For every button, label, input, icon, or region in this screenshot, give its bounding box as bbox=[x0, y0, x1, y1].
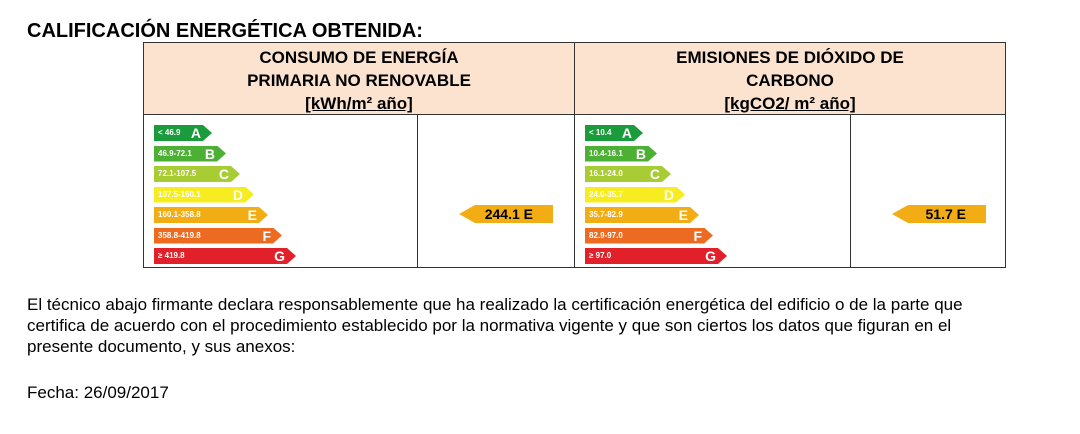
emissions-rating-pointer: 51.7 E bbox=[892, 205, 986, 223]
emissions-heading-line2: CARBONO bbox=[746, 71, 834, 90]
rating-bar-a: < 10.4 A bbox=[585, 125, 643, 141]
rating-letter: G bbox=[705, 248, 716, 264]
energy-rating-table: CONSUMO DE ENERGÍA PRIMARIA NO RENOVABLE… bbox=[143, 42, 1006, 268]
certificate-date: Fecha: 26/09/2017 bbox=[27, 383, 169, 402]
rating-letter: D bbox=[663, 186, 674, 203]
rating-letter: D bbox=[232, 186, 243, 203]
rating-bar-d: 24.0-35.7 D bbox=[585, 187, 685, 203]
rating-letter: A bbox=[190, 125, 201, 141]
emissions-unit: [kgCO2/ m² año] bbox=[724, 94, 856, 113]
energy-unit: [kWh/m² año] bbox=[305, 94, 413, 113]
declaration-line1: El técnico abajo firmante declara respon… bbox=[27, 295, 963, 314]
rating-bar-a: < 46.9 A bbox=[154, 125, 212, 141]
rating-bar-b: 10.4-16.1 B bbox=[585, 146, 657, 162]
rating-bar-g: ≥ 419.8 G bbox=[154, 248, 296, 264]
declaration-line2: certifica de acuerdo con el procedimient… bbox=[27, 316, 952, 335]
energy-value-cell: 244.1 E bbox=[417, 114, 575, 267]
rating-bar-g: ≥ 97.0 G bbox=[585, 248, 727, 264]
co2-emissions-header: EMISIONES DE DIÓXIDO DE CARBONO [kgCO2/ … bbox=[575, 43, 1005, 115]
rating-range: 46.9-72.1 bbox=[158, 148, 192, 158]
rating-letter: B bbox=[204, 145, 215, 162]
emissions-heading-line1: EMISIONES DE DIÓXIDO DE bbox=[676, 48, 904, 67]
rating-letter: C bbox=[218, 166, 229, 182]
rating-range: 160.1-358.8 bbox=[158, 210, 201, 219]
declaration-text: El técnico abajo firmante declara respon… bbox=[27, 294, 963, 357]
energy-rating-pointer: 244.1 E bbox=[459, 205, 553, 223]
rating-bar-c: 72.1-107.5 C bbox=[154, 166, 240, 182]
rating-range: 16.1-24.0 bbox=[589, 169, 623, 178]
rating-letter: A bbox=[621, 125, 632, 141]
rating-range: 358.8-419.8 bbox=[158, 230, 201, 240]
energy-consumption-header: CONSUMO DE ENERGÍA PRIMARIA NO RENOVABLE… bbox=[144, 43, 575, 115]
rating-bar-f: 82.9-97.0 F bbox=[585, 228, 713, 244]
rating-range: 24.0-35.7 bbox=[589, 189, 623, 199]
energy-scale-cell: < 46.9 A 46.9-72.1 B 72.1-107.5 C 107.5-160.1 D… bbox=[144, 114, 418, 267]
rating-letter: C bbox=[649, 166, 660, 182]
rating-letter: E bbox=[678, 207, 688, 223]
rating-bar-e: 160.1-358.8 E bbox=[154, 207, 268, 223]
rating-range: ≥ 419.8 bbox=[158, 251, 185, 260]
rating-bar-c: 16.1-24.0 C bbox=[585, 166, 671, 182]
energy-heading-line1: CONSUMO DE ENERGÍA bbox=[259, 48, 459, 67]
rating-range: 10.4-16.1 bbox=[589, 148, 623, 158]
rating-letter: F bbox=[693, 227, 702, 244]
rating-bar-d: 107.5-160.1 D bbox=[154, 187, 254, 203]
rating-range: 35.7-82.9 bbox=[589, 210, 623, 219]
rating-bar-f: 358.8-419.8 F bbox=[154, 228, 282, 244]
rating-bar-b: 46.9-72.1 B bbox=[154, 146, 226, 162]
rating-letter: E bbox=[247, 207, 257, 223]
rating-letter: B bbox=[635, 145, 646, 162]
rating-letter: G bbox=[274, 248, 285, 264]
page-title: CALIFICACIÓN ENERGÉTICA OBTENIDA: bbox=[27, 20, 423, 42]
rating-range: < 10.4 bbox=[589, 128, 612, 137]
emissions-scale-cell: < 10.4 A 10.4-16.1 B 16.1-24.0 C 24.0-35.7 D 35.… bbox=[575, 114, 851, 267]
rating-range: 107.5-160.1 bbox=[158, 189, 201, 199]
emissions-value-cell: 51.7 E bbox=[850, 114, 1005, 267]
rating-range: < 46.9 bbox=[158, 128, 181, 137]
energy-heading-line2: PRIMARIA NO RENOVABLE bbox=[247, 71, 471, 90]
rating-range: ≥ 97.0 bbox=[589, 251, 612, 260]
rating-letter: F bbox=[262, 227, 271, 244]
rating-bar-e: 35.7-82.9 E bbox=[585, 207, 699, 223]
rating-range: 82.9-97.0 bbox=[589, 230, 623, 240]
declaration-line3: presente documento, y sus anexos: bbox=[27, 337, 296, 356]
rating-range: 72.1-107.5 bbox=[158, 169, 197, 178]
